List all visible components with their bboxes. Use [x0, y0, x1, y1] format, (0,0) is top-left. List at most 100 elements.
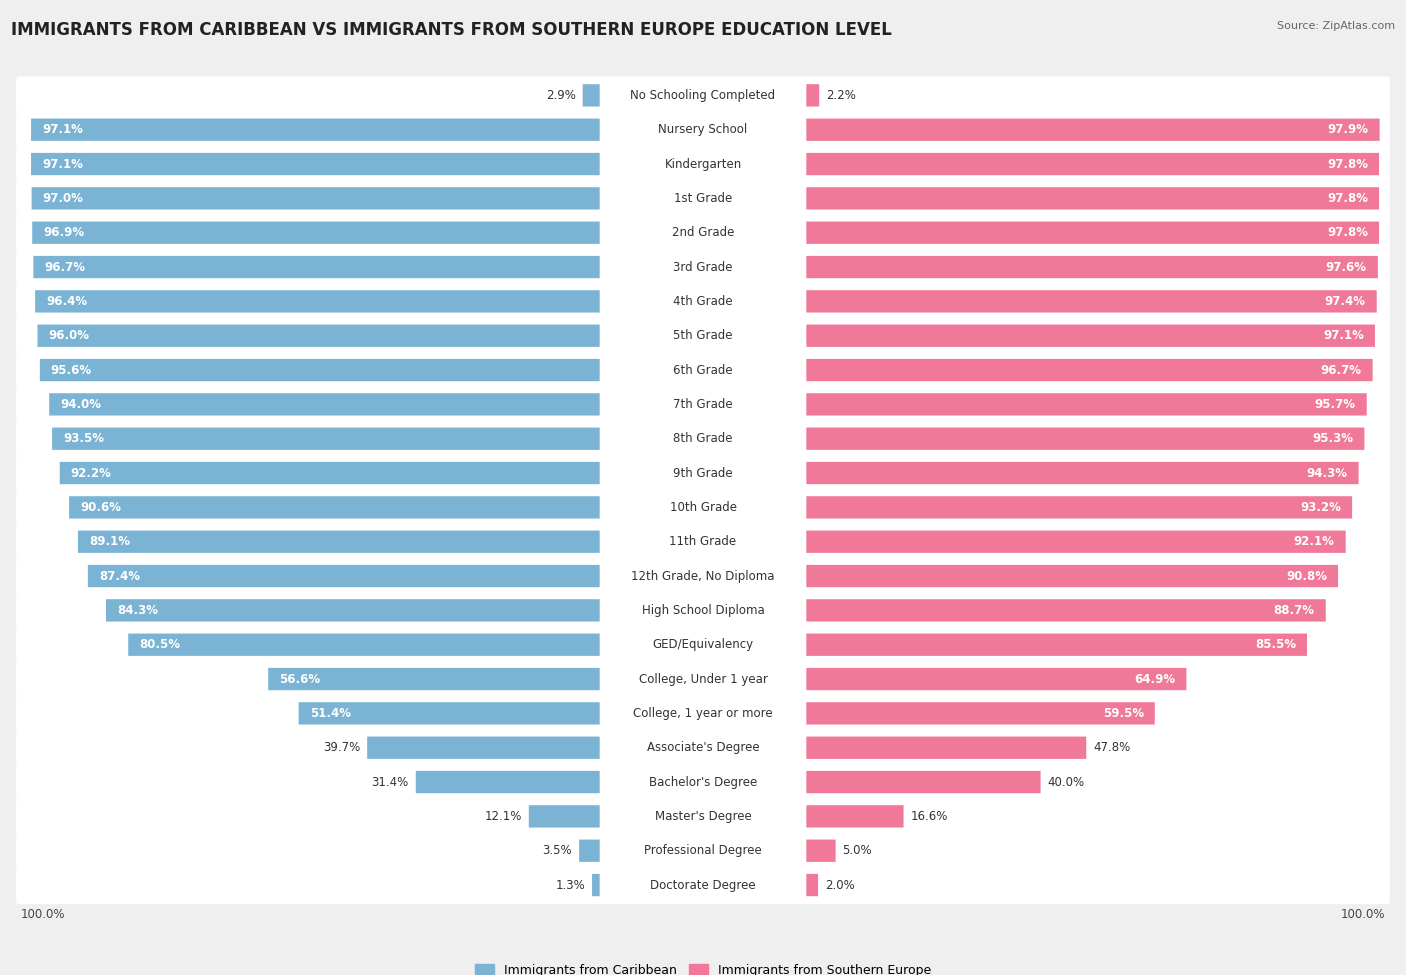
Text: 97.0%: 97.0% [42, 192, 83, 205]
FancyBboxPatch shape [15, 283, 1391, 321]
Text: 97.1%: 97.1% [42, 158, 83, 171]
Text: 90.6%: 90.6% [80, 501, 121, 514]
FancyBboxPatch shape [15, 76, 1391, 114]
Text: 84.3%: 84.3% [117, 604, 157, 617]
Text: 6th Grade: 6th Grade [673, 364, 733, 376]
Text: 1st Grade: 1st Grade [673, 192, 733, 205]
FancyBboxPatch shape [31, 153, 599, 175]
Text: Source: ZipAtlas.com: Source: ZipAtlas.com [1277, 21, 1395, 31]
Text: 96.9%: 96.9% [44, 226, 84, 239]
Text: 3rd Grade: 3rd Grade [673, 260, 733, 274]
FancyBboxPatch shape [592, 874, 599, 896]
Text: 56.6%: 56.6% [280, 673, 321, 685]
Text: 7th Grade: 7th Grade [673, 398, 733, 410]
FancyBboxPatch shape [579, 839, 599, 862]
Text: 95.7%: 95.7% [1315, 398, 1355, 410]
Text: 95.6%: 95.6% [51, 364, 91, 376]
Text: 97.6%: 97.6% [1326, 260, 1367, 274]
FancyBboxPatch shape [15, 660, 1391, 698]
Text: 47.8%: 47.8% [1092, 741, 1130, 755]
Text: GED/Equivalency: GED/Equivalency [652, 639, 754, 651]
Text: 51.4%: 51.4% [309, 707, 350, 720]
Text: College, Under 1 year: College, Under 1 year [638, 673, 768, 685]
Text: 80.5%: 80.5% [139, 639, 180, 651]
FancyBboxPatch shape [807, 187, 1379, 210]
Text: Master's Degree: Master's Degree [655, 810, 751, 823]
FancyBboxPatch shape [807, 600, 1326, 621]
Text: 12.1%: 12.1% [485, 810, 522, 823]
FancyBboxPatch shape [15, 591, 1391, 630]
Text: 40.0%: 40.0% [1047, 775, 1084, 789]
FancyBboxPatch shape [15, 317, 1391, 355]
FancyBboxPatch shape [807, 771, 1040, 794]
FancyBboxPatch shape [52, 428, 599, 449]
Text: 88.7%: 88.7% [1274, 604, 1315, 617]
FancyBboxPatch shape [15, 385, 1391, 423]
FancyBboxPatch shape [807, 119, 1379, 140]
Text: 97.1%: 97.1% [42, 123, 83, 136]
Text: 31.4%: 31.4% [371, 775, 409, 789]
Text: 2.0%: 2.0% [825, 878, 855, 891]
FancyBboxPatch shape [87, 565, 599, 587]
FancyBboxPatch shape [807, 325, 1375, 347]
Text: 1.3%: 1.3% [555, 878, 585, 891]
FancyBboxPatch shape [807, 634, 1308, 656]
Text: 12th Grade, No Diploma: 12th Grade, No Diploma [631, 569, 775, 582]
FancyBboxPatch shape [807, 84, 820, 106]
Text: 93.2%: 93.2% [1301, 501, 1341, 514]
Text: 94.0%: 94.0% [60, 398, 101, 410]
FancyBboxPatch shape [807, 668, 1187, 690]
FancyBboxPatch shape [298, 702, 599, 724]
FancyBboxPatch shape [807, 153, 1379, 175]
Text: 59.5%: 59.5% [1102, 707, 1143, 720]
FancyBboxPatch shape [529, 805, 599, 828]
Text: 100.0%: 100.0% [1340, 908, 1385, 920]
Text: Doctorate Degree: Doctorate Degree [650, 878, 756, 891]
FancyBboxPatch shape [15, 145, 1391, 183]
Text: 96.4%: 96.4% [46, 294, 87, 308]
FancyBboxPatch shape [807, 428, 1364, 449]
Text: 97.8%: 97.8% [1327, 158, 1368, 171]
FancyBboxPatch shape [807, 221, 1379, 244]
FancyBboxPatch shape [15, 626, 1391, 664]
FancyBboxPatch shape [15, 523, 1391, 561]
Text: 90.8%: 90.8% [1286, 569, 1327, 582]
Text: No Schooling Completed: No Schooling Completed [630, 89, 776, 101]
FancyBboxPatch shape [38, 325, 599, 347]
FancyBboxPatch shape [15, 419, 1391, 458]
Text: 2.9%: 2.9% [546, 89, 576, 101]
FancyBboxPatch shape [807, 530, 1346, 553]
FancyBboxPatch shape [49, 393, 599, 415]
FancyBboxPatch shape [582, 84, 599, 106]
Text: 10th Grade: 10th Grade [669, 501, 737, 514]
FancyBboxPatch shape [807, 565, 1339, 587]
Text: 89.1%: 89.1% [89, 535, 129, 548]
FancyBboxPatch shape [31, 187, 599, 210]
FancyBboxPatch shape [15, 351, 1391, 389]
Text: 87.4%: 87.4% [98, 569, 139, 582]
Text: Professional Degree: Professional Degree [644, 844, 762, 857]
FancyBboxPatch shape [31, 119, 599, 140]
Text: 16.6%: 16.6% [911, 810, 948, 823]
FancyBboxPatch shape [15, 214, 1391, 252]
FancyBboxPatch shape [807, 393, 1367, 415]
Text: 93.5%: 93.5% [63, 432, 104, 446]
FancyBboxPatch shape [105, 600, 599, 621]
Text: 97.1%: 97.1% [1323, 330, 1364, 342]
Text: 2nd Grade: 2nd Grade [672, 226, 734, 239]
FancyBboxPatch shape [15, 248, 1391, 286]
Text: 94.3%: 94.3% [1306, 467, 1347, 480]
Text: 11th Grade: 11th Grade [669, 535, 737, 548]
Text: Nursery School: Nursery School [658, 123, 748, 136]
FancyBboxPatch shape [69, 496, 599, 519]
Text: 92.1%: 92.1% [1294, 535, 1334, 548]
FancyBboxPatch shape [15, 798, 1391, 836]
FancyBboxPatch shape [128, 634, 599, 656]
FancyBboxPatch shape [367, 736, 599, 759]
FancyBboxPatch shape [807, 462, 1358, 485]
Text: Associate's Degree: Associate's Degree [647, 741, 759, 755]
Text: 96.7%: 96.7% [1320, 364, 1361, 376]
Text: High School Diploma: High School Diploma [641, 604, 765, 617]
Text: 85.5%: 85.5% [1256, 639, 1296, 651]
FancyBboxPatch shape [34, 255, 599, 278]
